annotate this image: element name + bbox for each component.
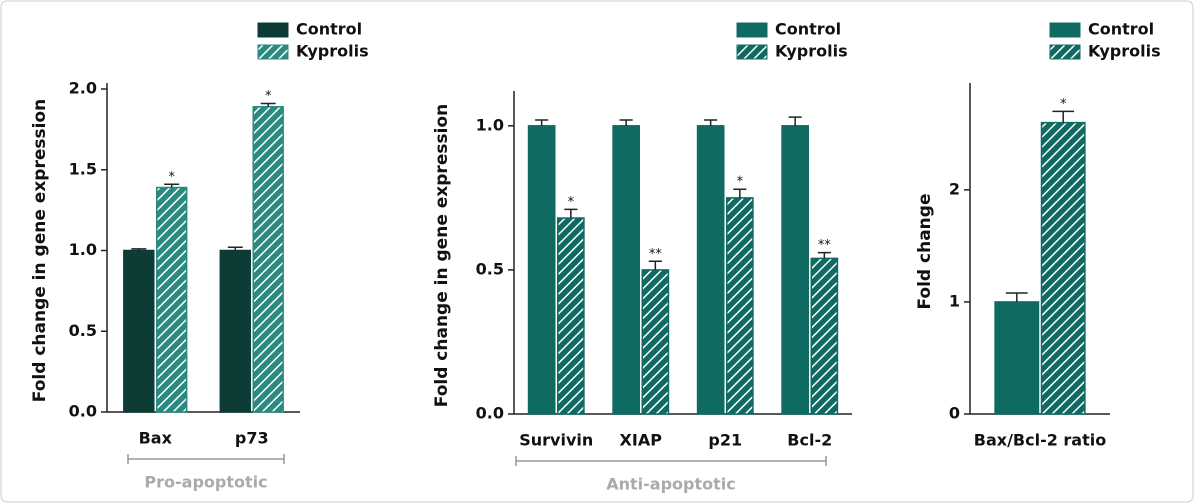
significance-label: **: [818, 238, 832, 253]
y-axis-label: Fold change in gene expression: [432, 104, 452, 407]
error-bar: [227, 246, 243, 251]
error-bar: [817, 251, 831, 259]
group-label: Pro-apoptotic: [144, 473, 267, 492]
y-tick-label: 2.0: [69, 79, 97, 98]
bar: [527, 125, 556, 415]
bar: [557, 217, 585, 415]
error-bar: [131, 248, 147, 251]
bar: [612, 125, 640, 415]
x-tick-label: Bcl-2: [787, 431, 832, 450]
x-tick-label: XIAP: [620, 431, 663, 450]
legend-label: Control: [296, 20, 362, 39]
bar: [252, 106, 284, 413]
y-tick-label: 1.0: [476, 115, 504, 134]
y-axis-label: Fold change in gene expression: [30, 99, 50, 402]
legend-swatch: [1049, 44, 1081, 60]
significance-label: *: [568, 195, 575, 210]
y-tick-label: 0.0: [69, 402, 97, 421]
error-bar: [260, 102, 276, 107]
legend-label: Kyprolis: [296, 42, 369, 61]
error-bar: [619, 119, 633, 126]
x-tick-label: p21: [708, 431, 742, 450]
legend-label: Control: [1088, 20, 1154, 39]
y-tick-label: 1: [949, 291, 960, 310]
error-bar: [564, 208, 578, 219]
error-bar: [648, 260, 662, 270]
bar: [696, 125, 725, 415]
error-bar: [788, 116, 802, 126]
significance-label: *: [265, 89, 272, 104]
y-tick-label: 0.5: [476, 259, 504, 278]
significance-label: *: [737, 175, 744, 190]
y-axis-label: Fold change: [915, 194, 935, 310]
y-tick-label: 2: [949, 179, 960, 198]
bar: [781, 125, 809, 415]
significance-label: *: [168, 170, 175, 185]
significance-label: **: [649, 247, 663, 262]
y-tick-label: 1.5: [69, 159, 97, 178]
bar: [123, 249, 155, 413]
bar: [726, 197, 754, 415]
y-tick-label: 1.0: [69, 240, 97, 259]
legend-swatch: [257, 44, 289, 60]
y-tick-label: 0.5: [69, 321, 97, 340]
bar: [1040, 121, 1086, 415]
error-bar: [164, 183, 180, 188]
group-bracket: [515, 456, 827, 466]
error-bar: [1005, 292, 1028, 302]
x-tick-label: p73: [235, 429, 269, 448]
legend-swatch: [1049, 22, 1081, 38]
error-bar: [1052, 110, 1075, 123]
legend-swatch: [736, 22, 768, 38]
legend-label: Kyprolis: [775, 42, 848, 61]
bar: [156, 186, 188, 413]
bar: [641, 269, 670, 415]
legend-label: Control: [775, 20, 841, 39]
legend-swatch: [736, 44, 768, 60]
bar: [219, 249, 252, 413]
legend-swatch: [257, 22, 289, 38]
y-tick-label: 0.0: [476, 404, 504, 423]
group-label: Anti-apoptotic: [606, 475, 736, 494]
x-tick-label: Survivin: [519, 431, 593, 450]
bar: [994, 301, 1040, 415]
significance-label: *: [1060, 97, 1067, 112]
group-bracket: [127, 454, 285, 464]
x-tick-label: Bax: [139, 429, 173, 448]
error-bar: [704, 119, 718, 126]
legend-label: Kyprolis: [1088, 42, 1161, 61]
error-bar: [535, 119, 549, 126]
x-tick-label: Bax/Bcl-2 ratio: [974, 431, 1106, 450]
error-bar: [733, 188, 747, 198]
bar: [810, 257, 839, 415]
y-tick-label: 0: [949, 404, 960, 423]
